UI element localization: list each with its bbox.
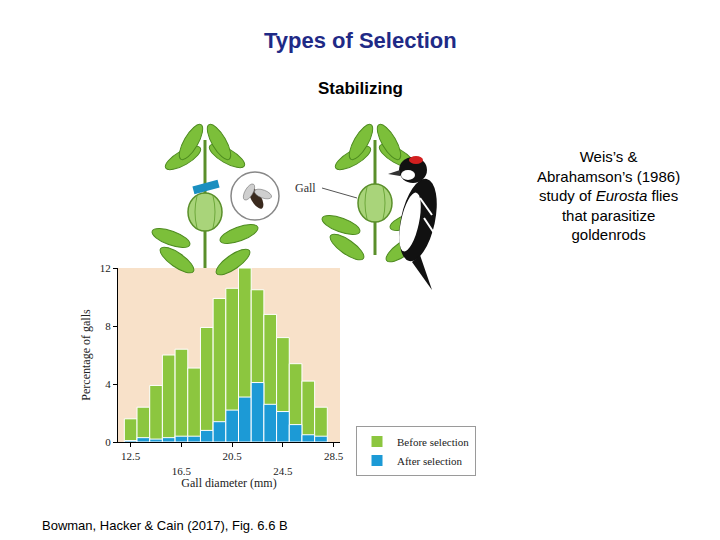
svg-text:Weis’s &Abrahamson’s (1986)stu: Weis’s &Abrahamson’s (1986)study of Euro… xyxy=(537,148,680,243)
svg-text:Gall: Gall xyxy=(295,181,316,195)
svg-text:12.5: 12.5 xyxy=(121,450,141,462)
svg-text:Gall diameter (mm): Gall diameter (mm) xyxy=(181,477,276,491)
svg-text:4: 4 xyxy=(105,378,111,390)
svg-text:Before selection: Before selection xyxy=(397,436,469,448)
svg-text:20.5: 20.5 xyxy=(223,450,243,462)
svg-text:28.5: 28.5 xyxy=(324,450,344,462)
svg-text:Stabilizing: Stabilizing xyxy=(318,79,403,98)
svg-text:Bowman, Hacker & Cain (2017),: Bowman, Hacker & Cain (2017), Fig. 6.6 B xyxy=(42,518,288,533)
svg-text:8: 8 xyxy=(105,320,111,332)
svg-text:16.5: 16.5 xyxy=(172,465,192,477)
svg-text:After selection: After selection xyxy=(397,455,463,467)
svg-text:0: 0 xyxy=(105,436,111,448)
svg-text:12: 12 xyxy=(100,262,111,274)
svg-text:Percentage of galls: Percentage of galls xyxy=(79,309,93,401)
svg-text:Types of Selection: Types of Selection xyxy=(264,28,457,53)
svg-text:24.5: 24.5 xyxy=(273,465,293,477)
